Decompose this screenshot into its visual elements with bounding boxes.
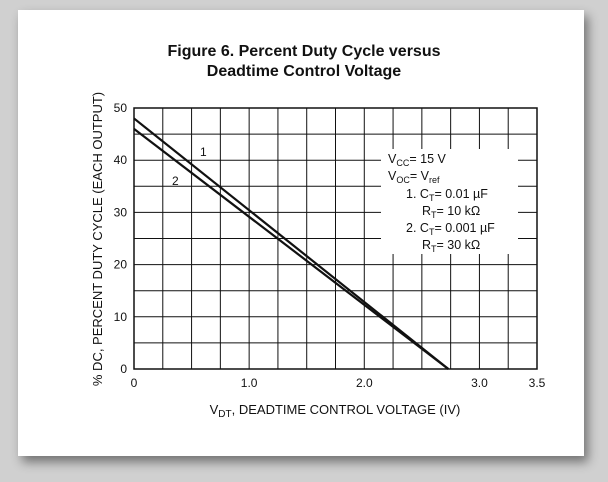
legend-item2-ct: 2. CT= 0.001 µF [406,221,495,237]
tick-labels: 0 10 20 30 40 50 0 1.0 2.0 3.0 3.5 [114,101,546,390]
y-tick-label: 0 [120,362,127,376]
legend-voc-value: = V [410,169,430,183]
legend-vcc-value: = 15 V [409,152,446,166]
y-tick-label: 20 [114,258,128,272]
chart-title-line-2: Deadtime Control Voltage [206,63,402,80]
legend-box [381,149,518,254]
series-lines [133,117,450,370]
y-tick-label: 50 [114,101,128,115]
legend-item2-rt: RT= 30 kΩ [422,238,480,254]
series-line-2 [133,128,450,370]
legend-item1-ct: 1. CT= 0.01 µF [406,187,488,203]
curve-label-1: 1 [200,145,207,159]
x-tick-label: 2.0 [356,376,373,390]
y-tick-label: 40 [114,153,128,167]
plot-frame [133,107,538,370]
legend-item1-rt: RT= 10 kΩ [422,204,480,220]
x-tick-label: 1.0 [241,376,258,390]
x-tick-label: 3.0 [471,376,488,390]
chart-title: Figure 6. Percent Duty Cycle versus Dead… [0,42,608,82]
curve-label-2: 2 [172,174,179,188]
x-tick-label: 3.5 [529,376,546,390]
x-axis-label: VDT, DEADTIME CONTROL VOLTAGE (IV) [210,402,461,420]
legend-voc: VOC= Vref [388,169,440,185]
y-tick-label: 30 [114,205,128,219]
x-tick-label: 0 [131,376,138,390]
grid [133,107,538,370]
chart-title-line-1: Figure 6. Percent Duty Cycle versus [167,43,441,60]
y-tick-label: 10 [114,310,128,324]
series-line-1 [133,117,450,370]
y-axis-label: % DC, PERCENT DUTY CYCLE (EACH OUTPUT) [90,92,105,386]
